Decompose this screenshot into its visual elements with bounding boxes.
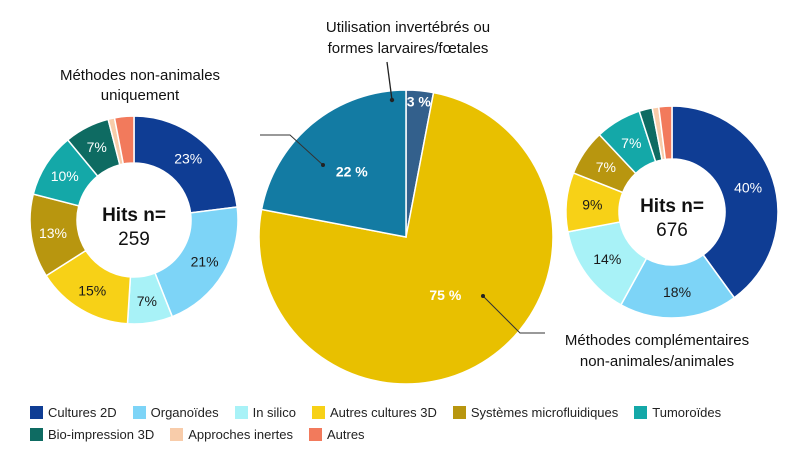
- left-slice-autres: [113, 115, 135, 165]
- legend-item-organoides: Organoïdes: [132, 404, 219, 420]
- right-slice-cultures2d: [671, 105, 779, 299]
- middle-pie-chart: 3 % 75 % 22 %: [258, 89, 554, 385]
- legend-label-organoides: Organoïdes: [150, 404, 219, 420]
- right-label-organoides: 18%: [663, 284, 691, 300]
- legend-row-1: Cultures 2D Organoïdes In silico Autres cul…: [30, 401, 790, 423]
- right-label-autres3d: 9%: [582, 196, 602, 212]
- legend-swatch-autres3d: [311, 405, 325, 419]
- legend-item-autres: Autres: [308, 426, 365, 442]
- right-slice-autres: [657, 105, 673, 161]
- left-label-cultures2d: 23%: [174, 150, 202, 166]
- middle-slice-cat_comp: [258, 91, 554, 385]
- legend-label-insilico: In silico: [252, 404, 296, 420]
- left-chart-title-line1: Méthodes non-animales: [60, 67, 220, 84]
- right-label-microfluidiques: 7%: [596, 159, 616, 175]
- legend-item-autres3d: Autres cultures 3D: [311, 404, 437, 420]
- middle-label-cat_comp: 75 %: [429, 287, 461, 303]
- legend-label-autres3d: Autres cultures 3D: [329, 404, 437, 420]
- legend-swatch-organoides: [132, 405, 146, 419]
- legend-item-bioimpression: Bio-impression 3D: [30, 427, 154, 442]
- legend-row-2: Bio-impression 3D Approches inertes Autres: [30, 423, 790, 445]
- legend-item-microfluidiques: Systèmes microfluidiques: [452, 404, 619, 420]
- legend-swatch-inertes: [170, 427, 184, 441]
- middle-label-cat_non: 22 %: [336, 164, 368, 180]
- annotation-complementaires-line1: Méthodes complémentaires: [565, 332, 749, 349]
- middle-label-cat_inv: 3 %: [407, 94, 432, 110]
- legend-swatch-microfluidiques: [452, 405, 466, 419]
- legend-item-tumoroides: Tumoroïdes: [634, 405, 721, 420]
- left-label-microfluidiques: 13%: [39, 225, 67, 241]
- annotation-invertebres-line1: Utilisation invertébrés ou: [326, 19, 490, 36]
- legend-label-microfluidiques: Systèmes microfluidiques: [470, 404, 619, 420]
- legend-item-inertes: Approches inertes: [170, 427, 293, 442]
- left-label-organoides: 21%: [191, 254, 219, 270]
- right-label-cultures2d: 40%: [734, 179, 762, 195]
- left-label-autres3d: 15%: [78, 283, 106, 299]
- legend-swatch-insilico: [234, 405, 248, 419]
- left-hits-value: 259: [118, 229, 150, 250]
- legend-swatch-autres: [308, 427, 322, 441]
- legend: Cultures 2D Organoïdes In silico Autres cul…: [30, 401, 790, 445]
- legend-swatch-tumoroides: [634, 405, 648, 419]
- middle-slice-cat_non: [260, 89, 407, 238]
- leader-dot-complementaires: [481, 294, 485, 298]
- right-label-tumoroides: 7%: [621, 135, 641, 151]
- legend-item-insilico: In silico: [234, 404, 296, 420]
- annotation-complementaires-line2: non-animales/animales: [580, 353, 734, 370]
- left-donut-chart: 23% 21% 7% 15% 13% 10% 7%: [29, 115, 239, 325]
- leader-line-invertebres: [386, 61, 393, 101]
- leader-dot-non-animales: [321, 163, 325, 167]
- annotation-invertebres-line2: formes larvaires/fœtales: [328, 40, 489, 57]
- legend-label-cultures2d: Cultures 2D: [48, 404, 117, 420]
- right-hits-value: 676: [656, 220, 688, 241]
- left-chart-title-line2: uniquement: [101, 87, 180, 104]
- right-label-insilico: 14%: [593, 251, 621, 267]
- leader-line-non-animales: [260, 134, 324, 166]
- left-label-bioimpression: 7%: [87, 139, 107, 155]
- left-slice-organoides: [154, 206, 239, 318]
- left-hits-label: Hits n=: [102, 205, 166, 226]
- legend-swatch-cultures2d: [30, 405, 43, 419]
- left-label-tumoroides: 10%: [51, 168, 79, 184]
- legend-label-bioimpression: Bio-impression 3D: [48, 426, 155, 442]
- legend-swatch-bioimpression: [30, 427, 43, 441]
- leader-dot-invertebres: [389, 97, 395, 103]
- legend-label-inertes: Approches inertes: [188, 426, 293, 442]
- left-label-insilico: 7%: [137, 293, 157, 309]
- leader-line-complementaires: [482, 295, 545, 334]
- legend-label-autres: Autres: [326, 426, 365, 442]
- right-hits-label: Hits n=: [640, 196, 704, 217]
- legend-item-cultures2d: Cultures 2D: [30, 405, 117, 420]
- legend-label-tumoroides: Tumoroïdes: [652, 404, 722, 420]
- right-donut-chart: 40% 18% 14% 9% 7% 7%: [565, 105, 779, 319]
